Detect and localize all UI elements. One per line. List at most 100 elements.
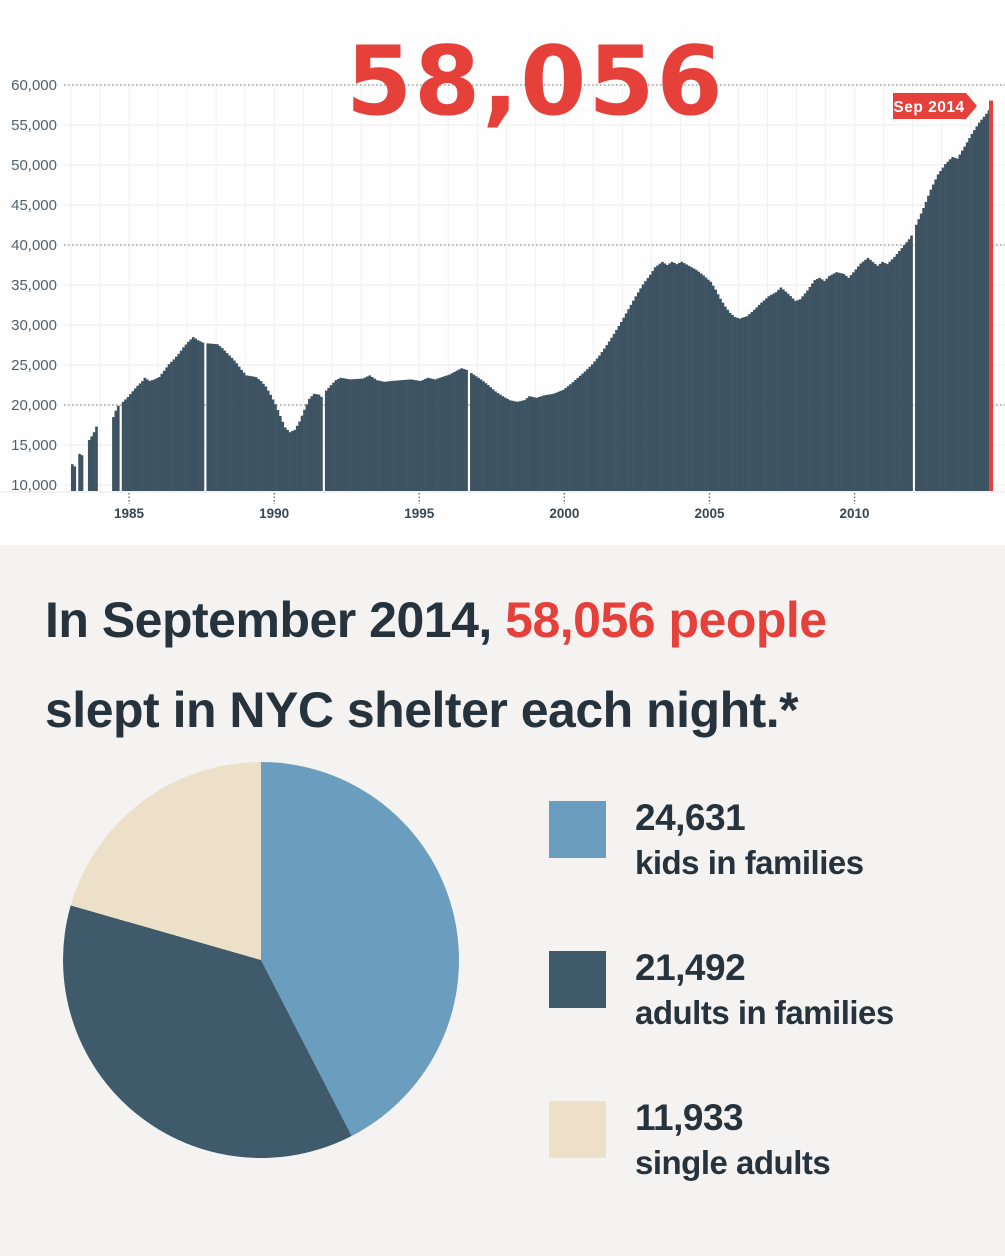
bar xyxy=(656,265,659,491)
bar xyxy=(262,383,265,491)
bar xyxy=(129,394,132,491)
bar xyxy=(944,164,947,491)
bar xyxy=(636,292,640,491)
bar xyxy=(245,375,248,491)
bar xyxy=(832,273,836,491)
bar xyxy=(252,376,256,491)
legend-item-single: 11,933 single adults xyxy=(549,1095,894,1203)
bar xyxy=(230,357,234,491)
bar xyxy=(927,195,930,491)
bar xyxy=(929,189,933,491)
bar xyxy=(172,359,176,491)
bar xyxy=(167,364,171,491)
bar xyxy=(622,317,626,491)
bar xyxy=(757,305,761,491)
bar xyxy=(772,293,776,491)
bar xyxy=(803,293,807,491)
bar xyxy=(721,302,725,491)
bar xyxy=(482,381,485,491)
bar xyxy=(786,293,790,491)
bar xyxy=(380,381,384,491)
bar xyxy=(682,263,686,491)
bar xyxy=(496,393,500,491)
bar xyxy=(363,377,367,491)
bar xyxy=(356,378,360,491)
legend-item-adults: 21,492 adults in families xyxy=(549,945,894,1053)
bar xyxy=(528,396,531,491)
bar xyxy=(818,277,821,491)
bar xyxy=(409,379,413,491)
bar xyxy=(228,355,231,491)
bar xyxy=(373,378,376,491)
bar xyxy=(658,263,662,491)
bar xyxy=(148,380,152,491)
bar xyxy=(615,329,618,491)
bar xyxy=(472,374,476,491)
bar xyxy=(871,261,875,491)
bar xyxy=(199,341,202,491)
bar xyxy=(540,396,543,491)
bar xyxy=(240,369,243,491)
bar xyxy=(571,382,575,491)
bar xyxy=(392,380,396,491)
bar xyxy=(960,150,964,491)
bar xyxy=(915,224,918,491)
bar xyxy=(341,378,345,491)
legend-label-single: single adults xyxy=(635,1144,831,1181)
bar xyxy=(334,380,338,491)
bar xyxy=(141,381,144,491)
bar xyxy=(247,375,251,491)
bar xyxy=(980,119,983,492)
bar xyxy=(837,272,841,491)
bar xyxy=(315,394,318,491)
bar xyxy=(985,113,988,492)
bar xyxy=(924,201,928,491)
bar xyxy=(878,263,882,491)
bar xyxy=(448,374,451,491)
bar xyxy=(153,379,156,491)
legend-swatch-kids xyxy=(549,801,606,858)
bar xyxy=(457,369,461,491)
bar xyxy=(407,379,410,491)
bar xyxy=(547,394,551,491)
bar xyxy=(220,348,224,491)
bar xyxy=(545,395,548,491)
bar xyxy=(269,394,272,491)
pie-slice-kids-in-families xyxy=(261,762,459,1136)
headline-prefix: In September 2014, xyxy=(45,592,506,648)
x-axis-label: 2005 xyxy=(694,506,725,521)
y-axis-label: 35,000 xyxy=(11,277,57,294)
bar xyxy=(905,242,909,491)
bar xyxy=(910,235,913,491)
y-axis-label: 10,000 xyxy=(11,477,57,494)
bar xyxy=(329,385,333,491)
x-axis-label: 2010 xyxy=(840,506,870,521)
bar xyxy=(196,340,200,491)
bar xyxy=(598,355,601,491)
bar xyxy=(953,157,957,491)
bar xyxy=(201,342,205,491)
bar xyxy=(87,440,91,491)
bar xyxy=(610,337,613,491)
bar xyxy=(80,455,84,491)
sep-2014-badge-label: Sep 2014 xyxy=(893,99,964,116)
bar xyxy=(486,385,490,491)
headline-line2: slept in NYC shelter each night.* xyxy=(45,682,799,738)
bar xyxy=(116,405,120,491)
bar xyxy=(711,285,715,491)
bar xyxy=(78,453,81,491)
bar xyxy=(375,380,379,491)
bar xyxy=(678,262,681,491)
bar xyxy=(665,265,669,491)
bar xyxy=(827,276,831,491)
bar xyxy=(426,377,430,491)
bar xyxy=(789,296,792,491)
bar xyxy=(670,261,674,491)
bar xyxy=(653,267,657,491)
bar xyxy=(310,396,314,491)
bar xyxy=(898,251,901,491)
bar xyxy=(733,317,737,491)
bar xyxy=(948,159,952,492)
bar xyxy=(281,421,285,491)
bar xyxy=(208,343,212,491)
